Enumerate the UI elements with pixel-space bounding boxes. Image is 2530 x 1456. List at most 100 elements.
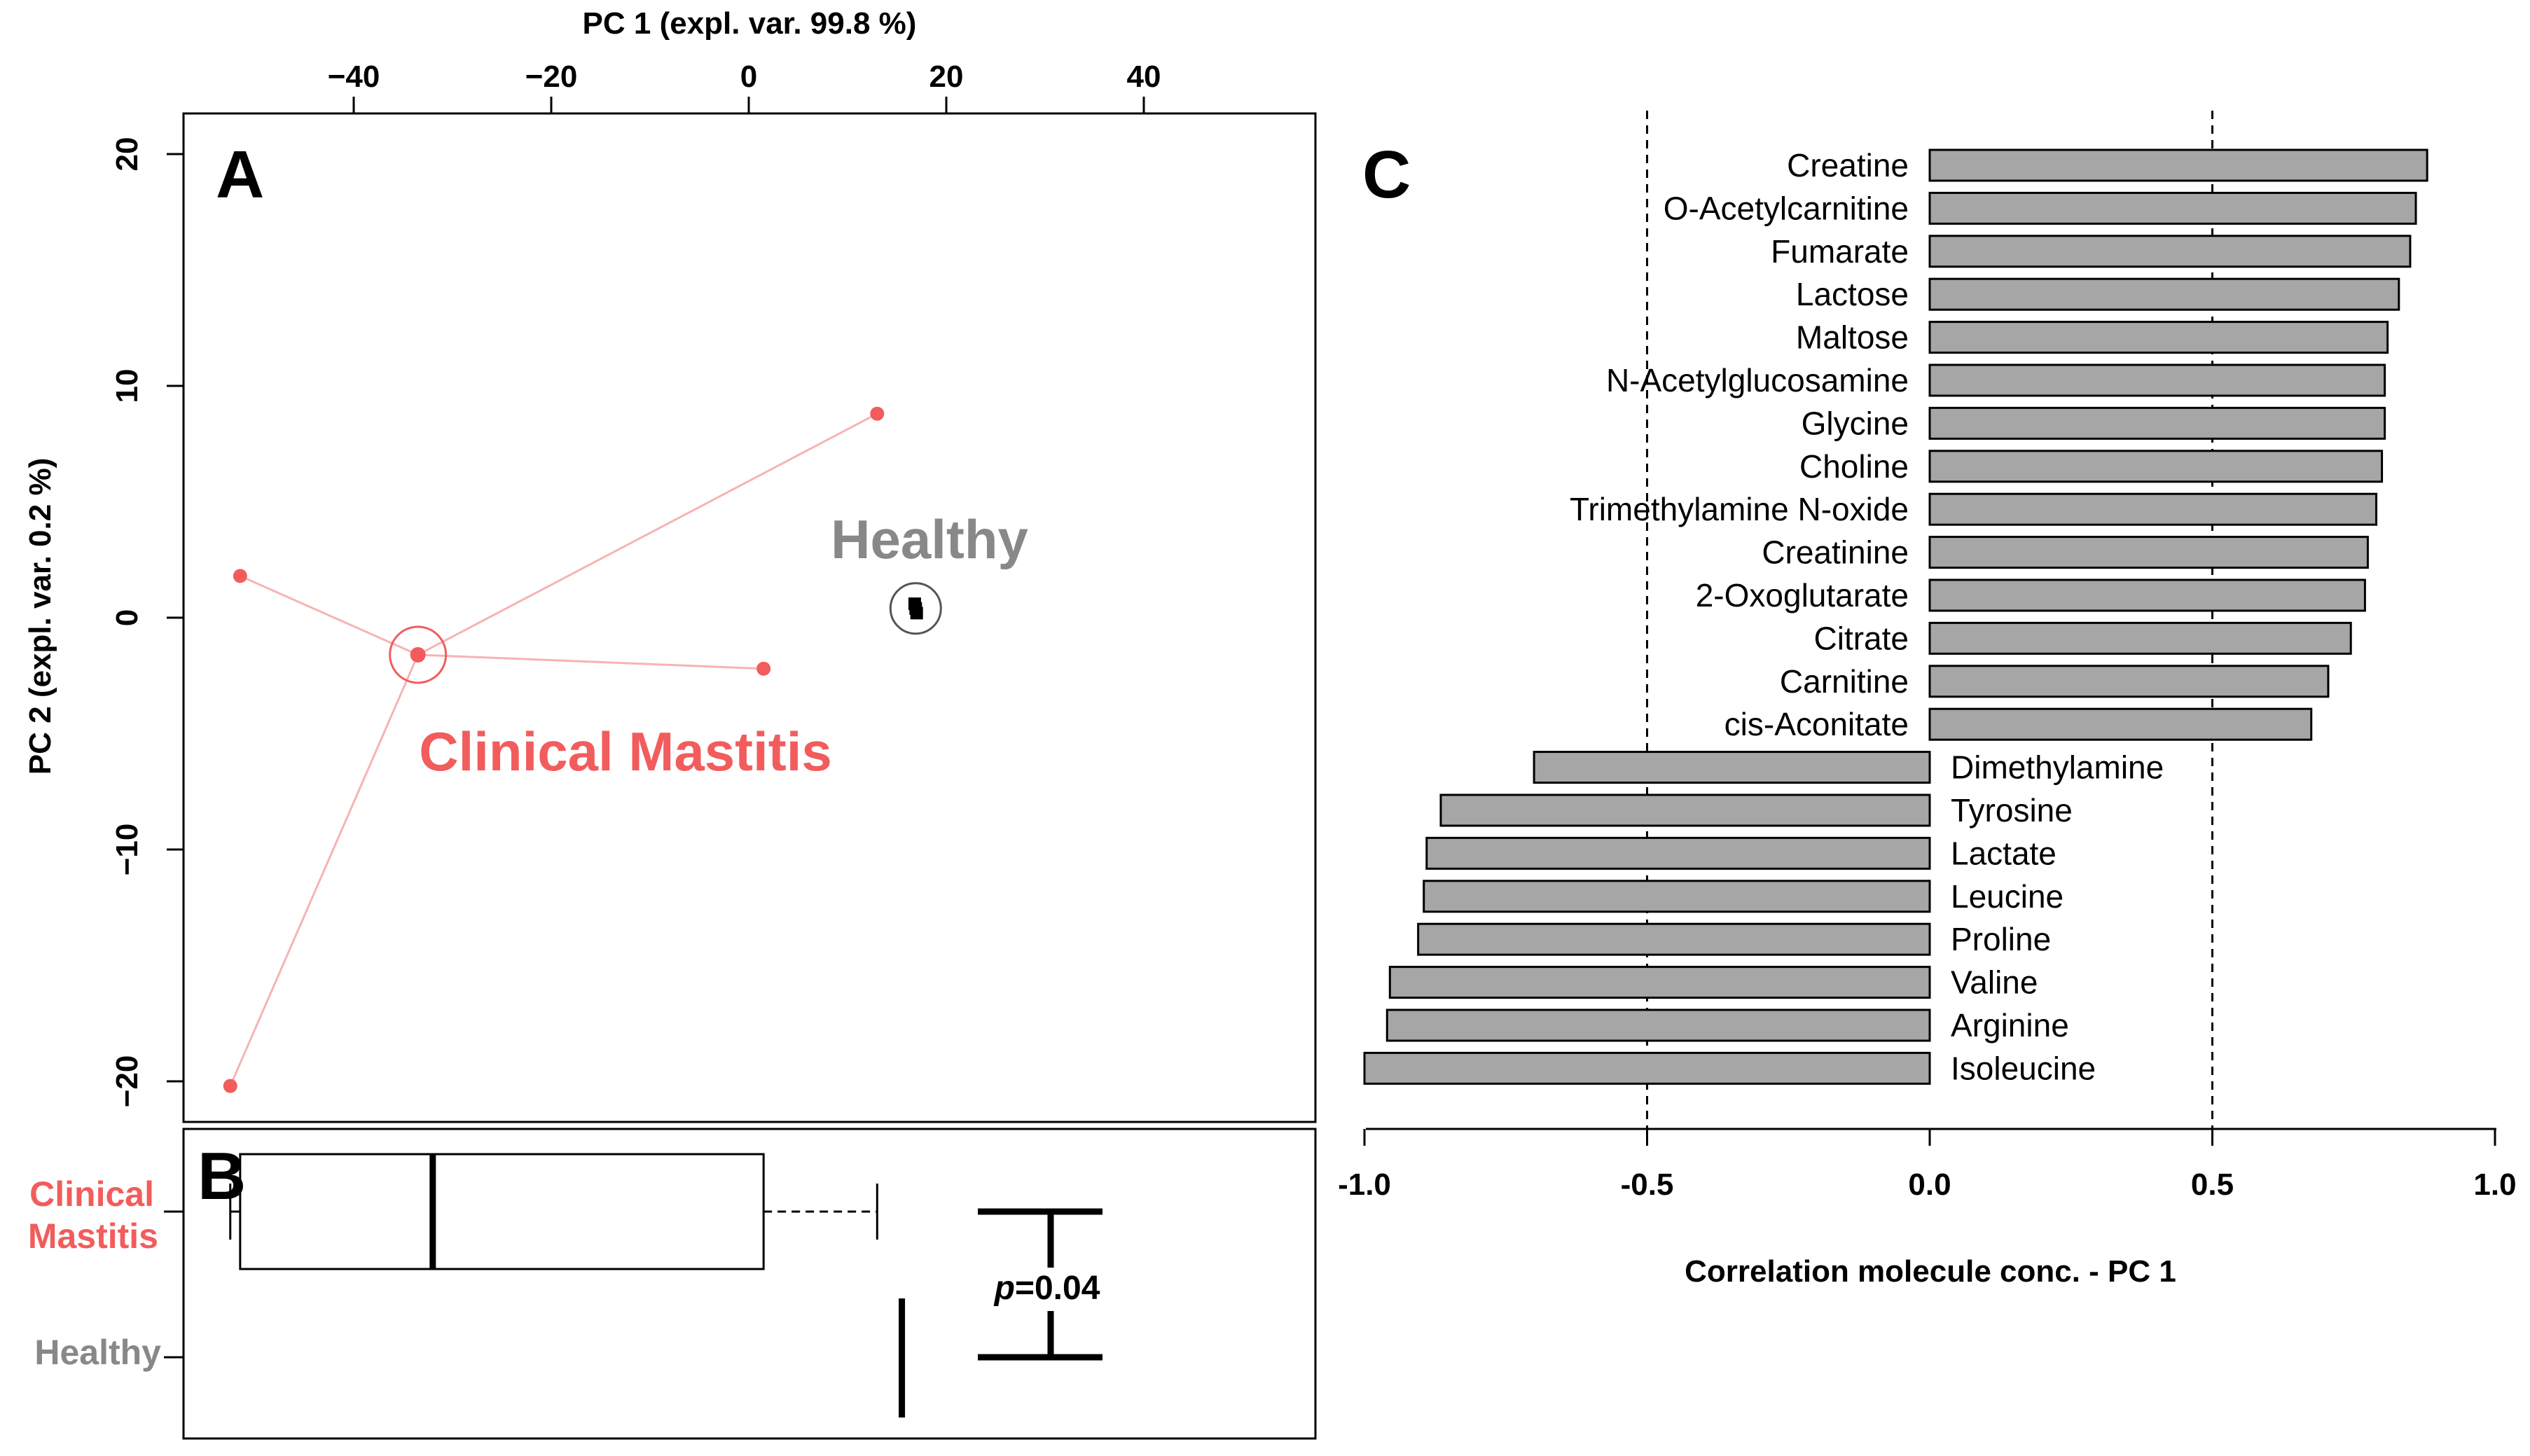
- correlation-bar: [1363, 1051, 1931, 1085]
- bar-label: Carnitine: [1780, 663, 1909, 700]
- correlation-bar: [1388, 966, 1931, 999]
- correlation-bar: [1533, 751, 1931, 784]
- panel-a-y-tick-label: −20: [110, 1055, 144, 1108]
- bar-label: N-Acetylglucosamine: [1606, 362, 1909, 398]
- healthy-point: [910, 606, 923, 620]
- panel-a-xlabel: PC 1 (expl. var. 99.8 %): [583, 6, 917, 41]
- correlation-bar: [1928, 707, 2313, 741]
- bar-label: Leucine: [1951, 878, 2064, 915]
- panel-a-x-tick-label: −40: [328, 60, 380, 94]
- bar-label: Tyrosine: [1951, 792, 2073, 828]
- bar-label: O-Acetylcarnitine: [1664, 190, 1909, 226]
- panel-a-y-tick-label: 0: [110, 609, 144, 626]
- clinical-centroid-ring: [389, 625, 448, 684]
- panel-a-x-ticks: −40 −20 0 20 40: [328, 60, 1161, 113]
- panel-c: C Creatine O-Acetylcarnitine Fumarate Lacto…: [1338, 111, 2517, 1289]
- panel-a-x-tick-label: 20: [929, 60, 964, 94]
- correlation-bar: [1928, 235, 2412, 268]
- bar-label: Maltose: [1796, 319, 1909, 356]
- correlation-bar: [1928, 277, 2400, 311]
- panel-a-frame: [182, 112, 1317, 1123]
- panel-a-y-tick-label: −10: [110, 824, 144, 876]
- correlation-bar: [1928, 148, 2428, 182]
- clinical-spider-line: [240, 575, 419, 656]
- clinical-spider-line: [417, 412, 878, 656]
- panel-b-frame: [182, 1128, 1317, 1440]
- bar-label: cis-Aconitate: [1724, 706, 1909, 742]
- panel-c-x-tick-label: -0.5: [1621, 1167, 1674, 1202]
- bar-label: Glycine: [1802, 405, 1909, 441]
- clinical-point: [756, 661, 771, 676]
- panel-c-x-tick-label: 0.5: [2191, 1167, 2234, 1202]
- box-iqr: [239, 1153, 765, 1270]
- panel-a-y-tick-label: 20: [110, 137, 144, 172]
- bar-label: Arginine: [1951, 1007, 2069, 1044]
- bar-label: Dimethylamine: [1951, 749, 2164, 786]
- boxplot-clinical: [229, 1153, 878, 1270]
- panel-a-x-tick-label: 40: [1127, 60, 1161, 94]
- bar-label: Isoleucine: [1951, 1050, 2096, 1086]
- box-label-clinical-line1: Clinical: [29, 1174, 154, 1214]
- clinical-spider-line: [417, 653, 764, 670]
- box-label-healthy: Healthy: [34, 1333, 161, 1372]
- bar-label: Trimethylamine N-oxide: [1570, 491, 1909, 527]
- scatter-points: [223, 406, 923, 1093]
- panel-a: PC 1 (expl. var. 99.8 %) PC 2 (expl. var…: [23, 6, 1317, 1123]
- bar-label: Creatine: [1787, 147, 1909, 183]
- panel-a-x-tick-label: −20: [525, 60, 578, 94]
- clinical-spider-line: [229, 654, 420, 1087]
- panel-b: B Clinical Mastitis Healthy p=0.04: [28, 1128, 1317, 1440]
- bar-label: Valine: [1951, 964, 2038, 1001]
- bar-label: Lactose: [1796, 276, 1909, 312]
- correlation-bar: [1385, 1008, 1931, 1042]
- bar-label: Creatinine: [1762, 534, 1909, 571]
- correlation-bar: [1928, 450, 2384, 483]
- correlation-bar: [1928, 321, 2389, 354]
- panel-c-x-ticks: -1.0 -0.5 0.0 0.5 1.0: [1338, 1129, 2517, 1202]
- correlation-bar: [1928, 665, 2330, 698]
- panel-b-letter: B: [198, 1139, 246, 1214]
- correlation-bar: [1423, 880, 1931, 913]
- bar-label: Lactate: [1951, 835, 2057, 871]
- correlation-bar: [1417, 922, 1931, 956]
- p-value-number: =0.04: [1015, 1270, 1100, 1307]
- box-label-clinical-line2: Mastitis: [28, 1216, 158, 1256]
- clinical-centroid-point: [410, 646, 426, 663]
- correlation-bar: [1425, 836, 1931, 870]
- significance-bracket: [978, 1208, 1102, 1361]
- panel-c-x-tick-label: 0.0: [1908, 1167, 1951, 1202]
- clinical-point: [233, 569, 247, 583]
- clinical-point: [870, 406, 885, 421]
- correlation-bars: Creatine O-Acetylcarnitine Fumarate Lactose…: [1363, 147, 2428, 1086]
- panel-a-ylabel: PC 2 (expl. var. 0.2 %): [23, 458, 57, 775]
- p-italic: p: [993, 1270, 1015, 1307]
- bar-label: 2-Oxoglutarate: [1696, 577, 1909, 613]
- correlation-bar: [1928, 406, 2386, 440]
- correlation-bar: [1928, 578, 2366, 612]
- healthy-group-label: Healthy: [831, 508, 1028, 570]
- panel-c-x-tick-label: -1.0: [1338, 1167, 1391, 1202]
- correlation-bar: [1928, 621, 2352, 655]
- healthy-centroid-ring: [889, 582, 942, 635]
- bar-label: Proline: [1951, 921, 2051, 957]
- bar-label: Citrate: [1814, 620, 1909, 656]
- clinical-group-label: Clinical Mastitis: [419, 721, 832, 782]
- panel-a-y-tick-label: 10: [110, 369, 144, 403]
- panel-c-xlabel: Correlation molecule conc. - PC 1: [1685, 1254, 2176, 1289]
- bar-label: Fumarate: [1771, 233, 1909, 270]
- correlation-bar: [1928, 191, 2417, 225]
- panel-a-y-ticks: 20 10 0 −10 −20: [110, 137, 184, 1108]
- clinical-point: [223, 1079, 237, 1093]
- correlation-bar: [1439, 793, 1931, 827]
- clinical-spider-lines: [229, 412, 878, 1087]
- correlation-bar: [1928, 363, 2386, 397]
- correlation-bar: [1928, 536, 2369, 569]
- panel-a-letter: A: [216, 137, 264, 212]
- panel-c-letter: C: [1362, 137, 1411, 212]
- correlation-bar: [1928, 492, 2378, 526]
- p-value-label: p=0.04: [993, 1270, 1100, 1307]
- panel-a-x-tick-label: 0: [740, 60, 757, 94]
- panel-c-x-tick-label: 1.0: [2473, 1167, 2516, 1202]
- bar-label: Choline: [1799, 448, 1909, 485]
